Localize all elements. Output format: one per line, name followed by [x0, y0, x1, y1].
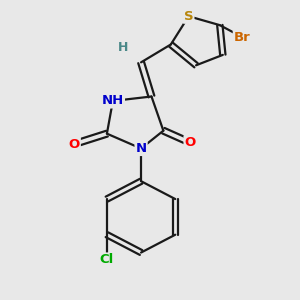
Text: Br: Br	[234, 31, 250, 44]
Text: Cl: Cl	[100, 254, 114, 266]
Text: N: N	[136, 142, 147, 155]
Text: S: S	[184, 10, 194, 23]
Text: O: O	[184, 136, 196, 149]
Text: O: O	[69, 138, 80, 151]
Text: H: H	[118, 41, 128, 54]
Text: NH: NH	[102, 94, 124, 107]
